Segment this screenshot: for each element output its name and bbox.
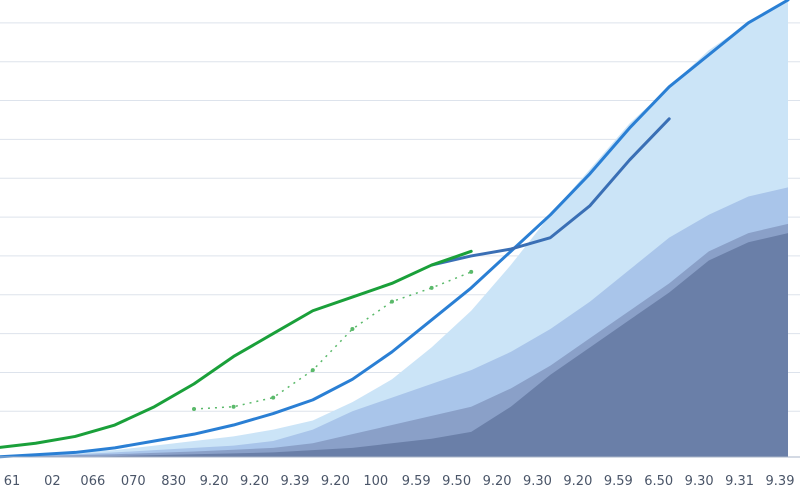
x-tick-label: 9.20	[563, 474, 592, 489]
x-tick-label: 830	[161, 474, 186, 489]
x-tick-label: 9.30	[685, 474, 714, 489]
dotted-series-point	[350, 327, 355, 332]
line-series-6	[0, 249, 473, 449]
x-tick-label: 02	[44, 474, 61, 489]
x-tick-label: 9.50	[442, 474, 471, 489]
x-tick-label: 9.39	[280, 474, 309, 489]
x-tick-label: 9.30	[523, 474, 552, 489]
dotted-series-point	[271, 395, 276, 400]
x-tick-label: 9.20	[321, 474, 350, 489]
x-tick-label: 9.20	[483, 474, 512, 489]
x-tick-label: 61	[4, 474, 21, 489]
dotted-series-point	[390, 299, 394, 304]
x-tick-label: 9.59	[402, 474, 431, 489]
x-tick-label: 9.59	[604, 474, 633, 489]
dotted-series-point	[310, 368, 315, 373]
x-tick-label: 9.31	[725, 474, 754, 489]
line-series-group	[0, 0, 790, 459]
area-series-3	[0, 233, 788, 457]
dotted-series-point	[231, 404, 236, 409]
area-series-group	[0, 0, 788, 457]
dotted-series-point	[429, 285, 434, 290]
x-tick-label: 9.20	[240, 474, 269, 489]
x-tick-label: 070	[121, 474, 146, 489]
x-tick-label: 6.50	[644, 474, 673, 489]
x-tick-label: 100	[363, 474, 388, 489]
x-tick-label: 9.20	[200, 474, 229, 489]
line-series-4	[0, 0, 790, 459]
dotted-series-point	[192, 407, 196, 412]
grid	[0, 22, 800, 412]
x-tick-label: 066	[80, 474, 105, 489]
x-tick-label: 9.39	[766, 474, 795, 489]
dotted-series-point	[469, 269, 474, 274]
line-series-5	[430, 117, 671, 267]
x-tick-labels: 61 02 066 070 830 9.20 9.20 9.39 9.20 100 9.59 9.50…	[4, 474, 795, 489]
